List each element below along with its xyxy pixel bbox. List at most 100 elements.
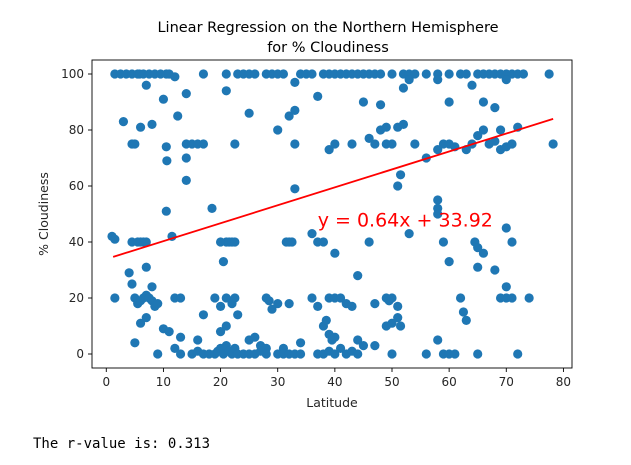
plot-frame: [91, 59, 573, 369]
data-point: [307, 69, 317, 79]
data-point: [164, 327, 174, 337]
scatter-figure: Linear Regression on the Northern Hemisp…: [36, 20, 573, 410]
x-tick-label: 70: [499, 375, 514, 389]
data-point: [218, 257, 229, 267]
chart-title-line-1: Linear Regression on the Northern Hemisp…: [157, 20, 498, 36]
data-point: [318, 237, 329, 247]
data-point: [273, 125, 283, 135]
data-point: [404, 75, 414, 85]
data-point: [135, 122, 146, 132]
data-point: [141, 262, 151, 272]
data-point: [353, 271, 363, 281]
data-point: [210, 293, 220, 303]
data-point: [404, 229, 414, 239]
x-tick-label: 50: [384, 375, 399, 389]
data-point: [478, 97, 489, 107]
data-point: [267, 304, 277, 314]
x-axis-ticks: 0 10 20 30 40 50 60 70 80: [102, 368, 571, 389]
data-point: [287, 237, 297, 247]
data-point: [321, 315, 331, 325]
y-tick-label: 40: [69, 235, 84, 249]
data-point: [307, 229, 317, 239]
data-point: [324, 145, 334, 155]
data-point: [495, 125, 506, 135]
data-point: [330, 139, 340, 149]
data-point: [230, 237, 240, 247]
data-point: [490, 265, 500, 275]
data-point: [433, 75, 443, 85]
data-point: [353, 349, 363, 359]
data-point: [215, 301, 226, 311]
data-point: [127, 279, 137, 289]
data-point: [230, 293, 240, 303]
data-point: [473, 243, 483, 253]
data-point: [207, 203, 217, 213]
y-tick-label: 100: [61, 67, 84, 81]
data-point: [433, 145, 443, 155]
data-point: [221, 69, 231, 79]
regression-equation-annotation: y = 0.64x + 33.92: [318, 210, 493, 232]
y-axis-label: % Cloudiness: [36, 172, 51, 256]
x-tick-label: 30: [270, 375, 285, 389]
data-point: [141, 313, 151, 323]
x-tick-label: 60: [442, 375, 457, 389]
data-point: [153, 349, 163, 359]
data-point: [158, 94, 169, 104]
data-point: [387, 69, 397, 79]
data-point: [147, 282, 157, 292]
data-point: [375, 69, 386, 79]
data-point: [130, 338, 140, 348]
data-point: [221, 86, 231, 96]
data-point: [490, 136, 500, 146]
y-axis-ticks: 0 20 40 60 80 100: [61, 67, 92, 361]
data-point: [181, 175, 191, 185]
data-point: [461, 69, 471, 79]
data-point: [387, 349, 397, 359]
data-point: [198, 69, 209, 79]
data-point: [461, 315, 471, 325]
data-point: [370, 299, 380, 309]
data-point: [284, 299, 294, 309]
data-point: [395, 170, 406, 180]
data-point: [507, 237, 517, 247]
data-point: [467, 80, 477, 90]
chart-title-line-2: for % Cloudiness: [267, 40, 389, 56]
data-point: [110, 234, 120, 244]
data-point: [458, 307, 469, 317]
data-point: [250, 69, 260, 79]
data-point: [387, 139, 397, 149]
data-point: [230, 139, 240, 149]
data-point: [290, 139, 300, 149]
data-point: [364, 133, 374, 143]
data-point: [330, 248, 340, 258]
r-value-output: The r-value is: 0.313: [33, 436, 211, 452]
data-point: [473, 262, 483, 272]
x-tick-label: 0: [102, 375, 110, 389]
data-point: [161, 206, 171, 216]
data-point: [358, 341, 369, 351]
data-point: [478, 248, 489, 258]
data-point: [307, 293, 317, 303]
data-points: [107, 69, 558, 359]
data-point: [455, 293, 466, 303]
data-point: [393, 301, 403, 311]
data-point: [450, 349, 460, 359]
data-point: [264, 296, 274, 306]
data-point: [161, 142, 171, 152]
regression-line: [112, 118, 554, 258]
y-tick-label: 20: [69, 291, 84, 305]
data-point: [490, 103, 500, 113]
data-point: [398, 83, 409, 93]
x-tick-label: 40: [327, 375, 342, 389]
data-point: [221, 321, 231, 331]
data-point: [313, 91, 323, 101]
data-point: [370, 341, 380, 351]
data-point: [233, 310, 243, 320]
data-point: [433, 335, 443, 345]
data-point: [244, 108, 254, 118]
y-tick-label: 0: [76, 347, 84, 361]
data-point: [273, 299, 283, 309]
data-point: [507, 139, 517, 149]
data-point: [501, 282, 511, 292]
data-point: [364, 237, 374, 247]
